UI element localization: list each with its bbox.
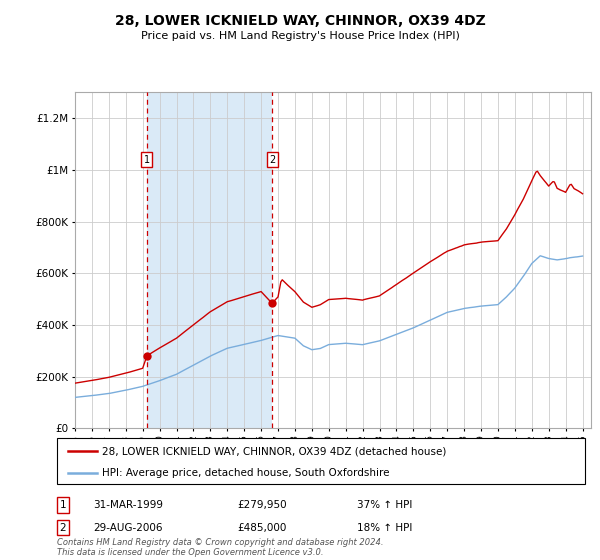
Text: Price paid vs. HM Land Registry's House Price Index (HPI): Price paid vs. HM Land Registry's House … bbox=[140, 31, 460, 41]
Text: 2: 2 bbox=[59, 522, 67, 533]
Text: 28, LOWER ICKNIELD WAY, CHINNOR, OX39 4DZ (detached house): 28, LOWER ICKNIELD WAY, CHINNOR, OX39 4D… bbox=[102, 446, 446, 456]
Text: £485,000: £485,000 bbox=[237, 522, 286, 533]
Text: 1: 1 bbox=[144, 155, 150, 165]
Text: Contains HM Land Registry data © Crown copyright and database right 2024.
This d: Contains HM Land Registry data © Crown c… bbox=[57, 538, 383, 557]
Text: 37% ↑ HPI: 37% ↑ HPI bbox=[357, 500, 412, 510]
Text: 1: 1 bbox=[59, 500, 67, 510]
Text: 29-AUG-2006: 29-AUG-2006 bbox=[93, 522, 163, 533]
Text: 28, LOWER ICKNIELD WAY, CHINNOR, OX39 4DZ: 28, LOWER ICKNIELD WAY, CHINNOR, OX39 4D… bbox=[115, 14, 485, 28]
Text: £279,950: £279,950 bbox=[237, 500, 287, 510]
Text: 18% ↑ HPI: 18% ↑ HPI bbox=[357, 522, 412, 533]
Text: 31-MAR-1999: 31-MAR-1999 bbox=[93, 500, 163, 510]
Bar bbox=[147, 92, 272, 428]
Text: HPI: Average price, detached house, South Oxfordshire: HPI: Average price, detached house, Sout… bbox=[102, 468, 389, 478]
Text: 2: 2 bbox=[269, 155, 275, 165]
